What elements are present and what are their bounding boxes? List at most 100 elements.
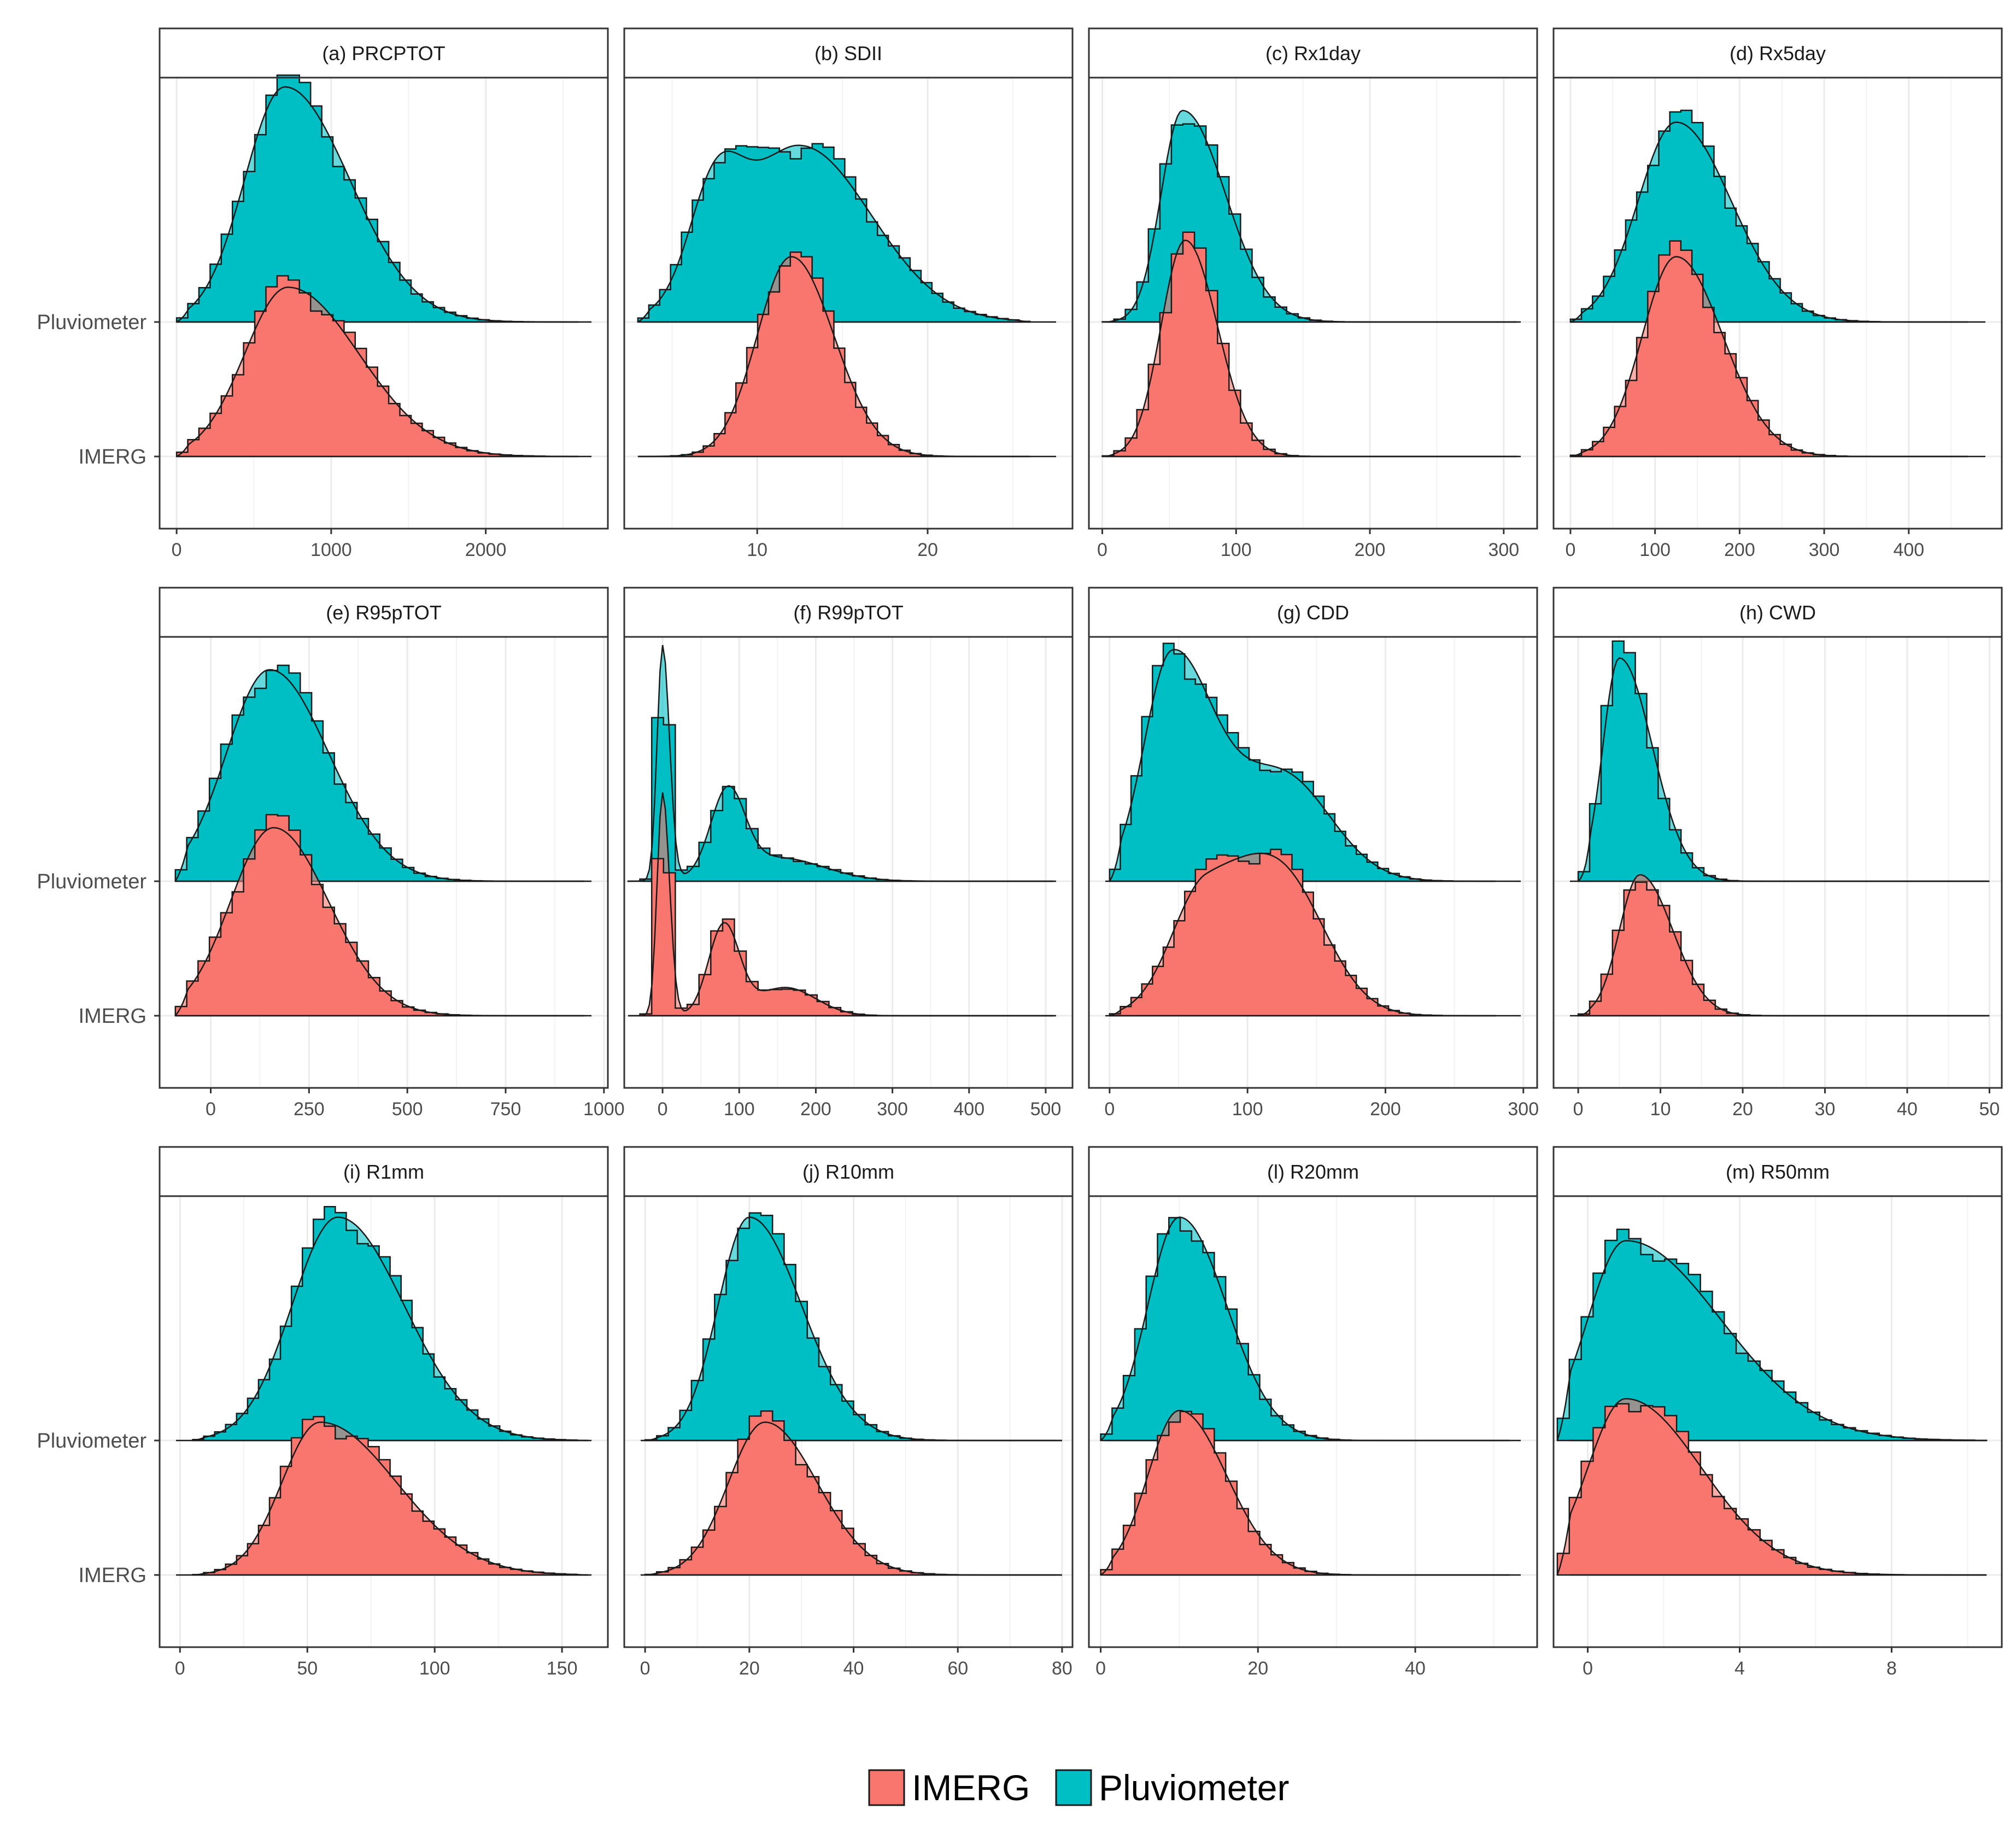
panel-9: (i) R1mm 0 50 100 150 <box>154 1146 609 1679</box>
density-outline-pluviometer <box>192 1216 588 1442</box>
x-tick-label: 10 <box>1650 1099 1671 1120</box>
y-label-imerg: IMERG <box>78 446 146 469</box>
panel-4: (d) Rx5day 0 100 200 300 400 <box>1552 27 2003 560</box>
panel-border <box>1088 1195 1538 1648</box>
x-tick-label: 300 <box>1488 540 1519 560</box>
x-tick-label: 2000 <box>465 540 507 560</box>
density-outline-pluviometer <box>1556 1240 1987 1442</box>
plot-background <box>624 637 1073 1088</box>
density-outline-imerg <box>192 1421 588 1576</box>
y-label-imerg: IMERG <box>78 1564 146 1587</box>
panel-2: (b) SDII 10 20 <box>623 27 1074 560</box>
x-tick-label: 80 <box>1052 1658 1073 1679</box>
x-tick-label: 50 <box>297 1658 318 1679</box>
panel-title: (g) CDD <box>1277 601 1349 624</box>
x-tick-label: 300 <box>877 1099 908 1120</box>
panel-title: (m) R50mm <box>1726 1161 1830 1183</box>
y-label-pluviometer: Pluviometer <box>37 311 146 334</box>
x-tick-label: 200 <box>1370 1099 1401 1120</box>
x-tick-label: 300 <box>1809 540 1840 560</box>
x-tick-label: 500 <box>392 1099 423 1120</box>
x-tick-label: 100 <box>1221 540 1252 560</box>
panel-title: (f) R99pTOT <box>793 601 903 624</box>
x-tick-label: 20 <box>739 1658 760 1679</box>
panel-border <box>1088 636 1538 1089</box>
x-tick-label: 0 <box>175 1658 185 1679</box>
panel-3: (c) Rx1day 0 100 200 300 <box>1088 27 1538 560</box>
panel-border <box>1552 1195 2003 1648</box>
x-tick-label: 0 <box>206 1099 216 1120</box>
panel-title: (l) R20mm <box>1267 1161 1359 1183</box>
x-tick-label: 20 <box>1732 1099 1753 1120</box>
x-tick-label: 40 <box>1897 1099 1918 1120</box>
panel-title: (e) R95pTOT <box>326 601 441 624</box>
x-tick-label: 500 <box>1030 1099 1062 1120</box>
density-outline-imerg <box>176 286 579 458</box>
x-tick-label: 100 <box>1232 1099 1263 1120</box>
x-tick-label: 0 <box>640 1658 650 1679</box>
x-tick-label: 1000 <box>583 1099 625 1120</box>
x-tick-label: 750 <box>490 1099 521 1120</box>
panel-strip <box>159 27 609 79</box>
panel-strip <box>623 1146 1074 1197</box>
panel-border <box>1552 77 2003 530</box>
legend-key-pluviometer <box>1055 1769 1092 1806</box>
panel-11: (l) R20mm 0 20 40 <box>1088 1146 1538 1679</box>
panel-border <box>159 636 609 1089</box>
y-label-pluviometer: Pluviometer <box>37 1430 146 1453</box>
x-tick-label: 30 <box>1815 1099 1836 1120</box>
x-tick-label: 10 <box>747 540 767 560</box>
panel-border <box>623 1195 1074 1648</box>
x-tick-label: 100 <box>419 1658 450 1679</box>
x-tick-label: 200 <box>1355 540 1386 560</box>
panel-10: (j) R10mm 0 20 40 60 80 <box>623 1146 1074 1679</box>
x-tick-label: 0 <box>1573 1099 1584 1120</box>
legend: IMERG Pluviometer <box>868 1767 1289 1808</box>
panel-strip <box>623 27 1074 79</box>
x-tick-label: 0 <box>1583 1658 1593 1679</box>
x-tick-label: 40 <box>1405 1658 1426 1679</box>
x-tick-label: 100 <box>1639 540 1671 560</box>
x-tick-label: 400 <box>1893 540 1924 560</box>
panel-12: (m) R50mm 0 4 8 <box>1552 1146 2003 1679</box>
x-tick-label: 0 <box>1095 1658 1106 1679</box>
panel-border <box>623 77 1074 530</box>
panel-strip <box>159 587 609 638</box>
panel-border <box>1552 636 2003 1089</box>
panel-strip <box>1088 587 1538 638</box>
x-tick-label: 150 <box>547 1658 578 1679</box>
y-label-imerg: IMERG <box>78 1005 146 1028</box>
panel-title: (a) PRCPTOT <box>322 42 445 65</box>
x-tick-label: 400 <box>953 1099 984 1120</box>
x-tick-label: 0 <box>172 540 182 560</box>
y-label-pluviometer: Pluviometer <box>37 870 146 893</box>
x-tick-label: 100 <box>724 1099 755 1120</box>
x-tick-label: 300 <box>1508 1099 1539 1120</box>
panel-strip <box>159 1146 609 1197</box>
legend-label-imerg: IMERG <box>912 1767 1030 1808</box>
legend-label-pluviometer: Pluviometer <box>1099 1767 1289 1808</box>
density-outline-pluviometer <box>1109 648 1496 882</box>
panel-border <box>159 77 609 530</box>
panel-border <box>1088 77 1538 530</box>
x-tick-label: 0 <box>1565 540 1575 560</box>
density-outline-pluviometer <box>637 144 1030 323</box>
x-tick-label: 20 <box>917 540 938 560</box>
x-tick-label: 8 <box>1886 1658 1897 1679</box>
panel-title: (i) R1mm <box>343 1161 424 1183</box>
panel-border <box>623 636 1074 1089</box>
x-tick-label: 20 <box>1247 1658 1268 1679</box>
panel-5: (e) R95pTOT 0 250 500 750 1000 <box>154 587 625 1120</box>
x-tick-label: 1000 <box>310 540 352 560</box>
legend-key-imerg <box>868 1769 905 1806</box>
panel-title: (b) SDII <box>814 42 882 65</box>
panel-strip <box>1088 27 1538 79</box>
x-tick-label: 50 <box>1979 1099 2000 1120</box>
x-tick-label: 4 <box>1734 1658 1745 1679</box>
x-tick-label: 0 <box>1097 540 1107 560</box>
panel-title: (d) Rx5day <box>1730 42 1826 65</box>
panel-title: (j) R10mm <box>802 1161 894 1183</box>
panel-title: (c) Rx1day <box>1265 42 1361 65</box>
panel-6: (f) R99pTOT 0 100 200 300 400 500 <box>623 587 1074 1120</box>
